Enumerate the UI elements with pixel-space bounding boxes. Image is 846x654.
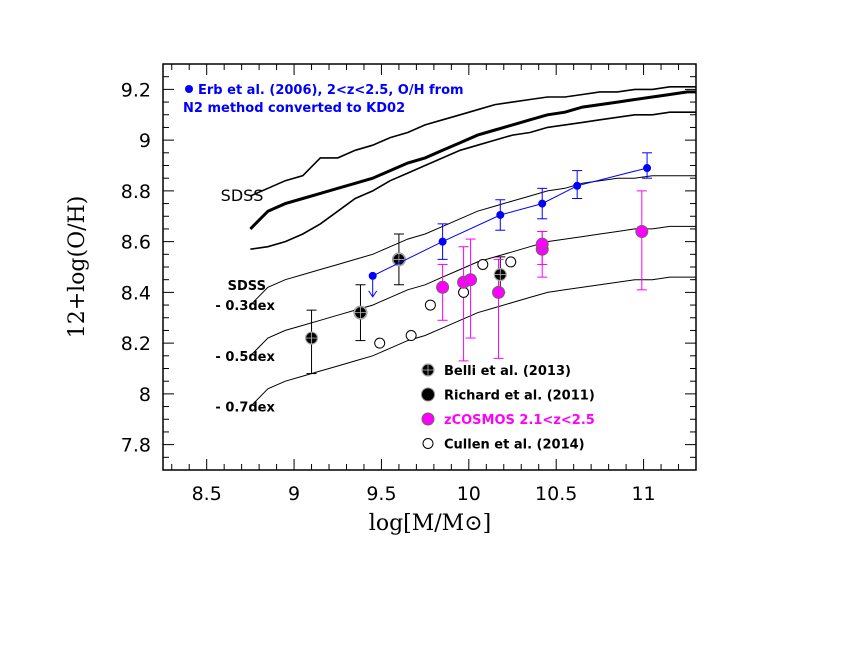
data-point [458, 286, 470, 298]
data-point [635, 224, 649, 238]
legend-marker [422, 438, 434, 449]
sdss-lower-curve [250, 111, 696, 250]
x-axis-title: log[M/M⊙] [369, 511, 491, 536]
erb-connecting-line [372, 167, 648, 277]
data-point [538, 199, 547, 208]
erb-label-line2: N2 method converted to KD02 [183, 101, 405, 116]
sdss-minus-0.5dex-curve [250, 225, 696, 357]
data-point [464, 273, 478, 287]
data-point [643, 164, 652, 173]
data-point [424, 299, 436, 311]
legend: Belli et al. (2013) Richard et al. (2011)… [421, 363, 595, 453]
y-tick-label: 8 [139, 384, 151, 406]
y-axis-title: 12+log(O/H) [65, 196, 90, 339]
x-tick-label: 10 [457, 483, 481, 505]
x-tick-label: 10.5 [535, 483, 577, 505]
sdss-minus-0.7dex-curve [250, 276, 696, 407]
curve-annotations: SDSS SDSS - 0.3dex - 0.5dex - 0.7dex [215, 186, 275, 416]
x-tick-label: 9 [288, 483, 300, 505]
y-tick-label: 9.2 [121, 79, 151, 101]
data-point [492, 285, 506, 299]
data-point [573, 181, 582, 190]
y-tick-label: 8.6 [121, 232, 151, 254]
y-tick-label: 8.2 [121, 333, 151, 355]
x-tick-label: 8.5 [192, 483, 222, 505]
reference-curves [249, 86, 696, 407]
curve-annotation: - 0.7dex [215, 401, 275, 416]
data-point [535, 237, 549, 251]
data-markers [304, 164, 652, 349]
data-point [438, 237, 447, 246]
sdss-median-curve [249, 90, 696, 230]
legend-marker [421, 412, 435, 426]
data-point [496, 210, 505, 219]
erb-series-label: Erb et al. (2006), 2<z<2.5, O/H from N2 … [183, 83, 464, 116]
erb-legend-marker [185, 85, 193, 93]
y-tick-label: 7.8 [121, 435, 151, 457]
y-tick-label: 8.8 [121, 181, 151, 203]
legend-label: Richard et al. (2011) [444, 389, 595, 404]
x-tick-label: 9.5 [366, 483, 396, 505]
sdss-upper-curve [250, 86, 696, 197]
data-point [505, 256, 517, 268]
curve-annotation: - 0.5dex [215, 350, 275, 365]
y-tick-label: 9 [139, 130, 151, 152]
data-point [405, 330, 417, 342]
legend-label: zCOSMOS 2.1<z<2.5 [444, 413, 595, 428]
data-point [477, 258, 489, 270]
curve-annotation: SDSS [228, 279, 266, 294]
upper-limit-arrowhead [368, 290, 378, 298]
data-point [368, 271, 377, 280]
legend-marker [421, 387, 435, 402]
data-point [436, 280, 450, 294]
axis-tick-labels: 8.5 9 9.5 10 10.5 11 7.8 8 8.2 8.4 8.6 8.8 9 9.2 [121, 79, 656, 505]
erb-label-line1: Erb et al. (2006), 2<z<2.5, O/H from [198, 83, 464, 98]
curve-annotation: SDSS [221, 186, 264, 205]
data-point [374, 337, 386, 349]
legend-label: Cullen et al. (2014) [444, 438, 585, 453]
curve-annotation: - 0.3dex [215, 299, 275, 314]
y-tick-label: 8.4 [121, 282, 151, 304]
x-tick-label: 11 [631, 483, 655, 505]
sdss-minus-0.3dex-curve [250, 175, 696, 306]
axis-ticks [163, 63, 697, 470]
legend-label: Belli et al. (2013) [444, 364, 571, 379]
